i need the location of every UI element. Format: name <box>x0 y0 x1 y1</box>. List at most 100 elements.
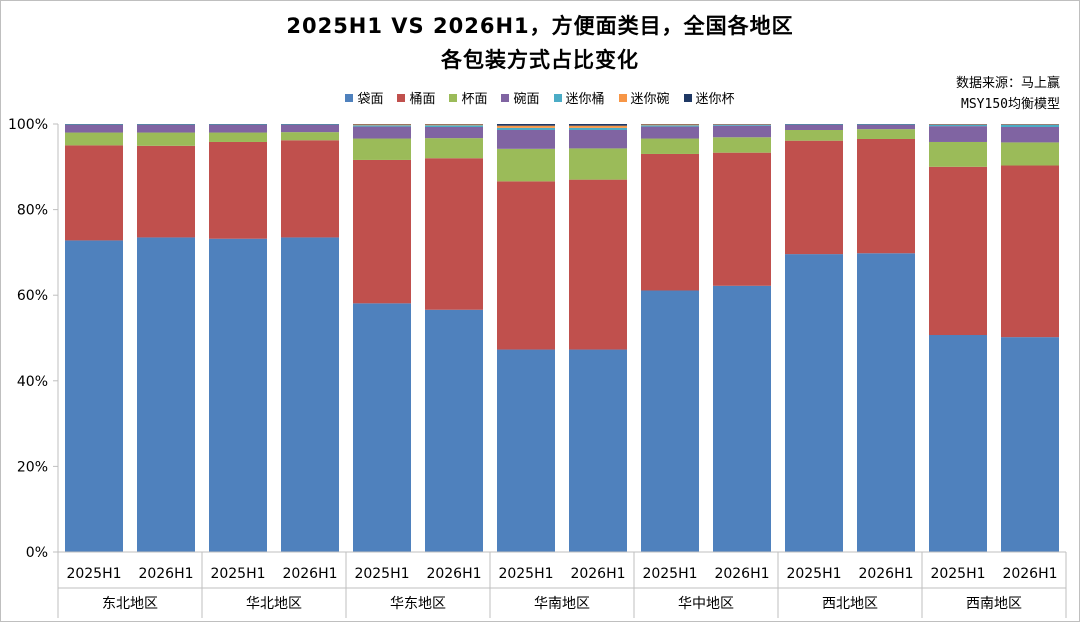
bar-segment <box>713 285 771 552</box>
bar-segment <box>785 129 843 141</box>
legend-label: 迷你碗 <box>630 92 670 107</box>
bar-segment <box>929 126 987 142</box>
bar-segment <box>641 290 699 552</box>
bar-segment <box>353 303 411 552</box>
bar-segment <box>65 124 123 133</box>
x-tick-label: 2025H1 <box>930 566 985 582</box>
x-tick-label: 2025H1 <box>210 566 265 582</box>
legend-swatch <box>618 93 627 102</box>
region-label: 西北地区 <box>822 596 878 612</box>
bar-segment <box>1001 165 1059 338</box>
x-tick-label: 2026H1 <box>714 566 769 582</box>
bar-segment <box>929 141 987 167</box>
bar-segment <box>281 132 339 141</box>
legend-swatch <box>683 93 692 102</box>
x-tick-label: 2026H1 <box>426 566 481 582</box>
bar-segment <box>1001 126 1059 143</box>
x-tick-label: 2026H1 <box>858 566 913 582</box>
bar-segment <box>857 129 915 139</box>
region-label: 东北地区 <box>102 596 158 612</box>
bar-segment <box>137 237 195 553</box>
bar-segment <box>209 132 267 142</box>
legend-label: 杯面 <box>461 92 488 107</box>
legend-item: 袋面 <box>345 88 383 107</box>
bar-segment <box>641 125 699 127</box>
legend-label: 碗面 <box>513 92 540 107</box>
region-label: 西南地区 <box>966 596 1022 612</box>
bar-segment <box>137 145 195 238</box>
bar-segment <box>1001 124 1059 127</box>
bar-segment <box>785 254 843 552</box>
bar-segment <box>569 125 627 128</box>
y-tick-label: 80% <box>17 203 48 219</box>
bar-segment <box>929 124 987 127</box>
bar-segment <box>209 141 267 239</box>
bar-segment <box>857 138 915 254</box>
bar-segment <box>641 138 699 154</box>
bar-segment <box>353 126 411 139</box>
bar-segment <box>785 140 843 255</box>
bar-segment <box>353 138 411 160</box>
bar-segment <box>569 124 627 126</box>
bar-segment <box>425 125 483 127</box>
region-label: 华南地区 <box>534 596 590 612</box>
bar-segment <box>641 124 699 126</box>
bar-segment <box>209 124 267 133</box>
bar-segment <box>281 237 339 553</box>
bar-segment <box>1001 142 1059 166</box>
region-label: 华东地区 <box>390 596 446 612</box>
bar-segment <box>281 140 339 238</box>
bar-segment <box>713 152 771 286</box>
data-model-label: MSY150均衡模型 <box>961 97 1060 112</box>
legend-label: 迷你杯 <box>695 92 735 107</box>
bar-segment <box>209 238 267 553</box>
bar-segment <box>281 124 339 133</box>
y-tick-label: 0% <box>26 545 48 561</box>
bar-segment <box>641 153 699 291</box>
legend-label: 袋面 <box>357 92 384 107</box>
bar-segment <box>65 132 123 146</box>
data-source-label: 数据来源：马上赢 <box>955 76 1060 91</box>
legend-swatch <box>345 93 354 102</box>
bar-segment <box>569 127 627 130</box>
bar-segment <box>497 129 555 149</box>
x-tick-label: 2025H1 <box>354 566 409 582</box>
legend-swatch <box>449 93 458 102</box>
bar-segment <box>353 125 411 127</box>
bar-segment <box>137 124 195 133</box>
bar-segment <box>857 253 915 553</box>
bar-segment <box>497 124 555 126</box>
bar-segment <box>425 309 483 552</box>
bar-segment <box>569 349 627 552</box>
bar-segment <box>353 159 411 304</box>
bar-segment <box>641 126 699 139</box>
bar-segment <box>929 335 987 552</box>
legend-label: 迷你桶 <box>565 92 605 107</box>
bar-segment <box>569 129 627 149</box>
bar-segment <box>1001 337 1059 552</box>
chart-title-line2: 各包装方式占比变化 <box>441 48 639 72</box>
bar-segment <box>713 125 771 138</box>
bar-segment <box>857 124 915 130</box>
bar-segment <box>425 158 483 310</box>
legend-label: 桶面 <box>409 92 436 107</box>
x-tick-label: 2026H1 <box>138 566 193 582</box>
bar-segment <box>425 124 483 126</box>
legend-item: 桶面 <box>397 88 435 107</box>
bar-segment <box>713 124 771 126</box>
y-tick-label: 20% <box>17 459 48 475</box>
legend-item: 迷你碗 <box>618 88 670 107</box>
bar-segment <box>137 132 195 146</box>
chart-title-line1: 2025H1 VS 2026H1，方便面类目，全国各地区 <box>286 14 794 38</box>
bar-segment <box>65 145 123 241</box>
bar-segment <box>713 137 771 153</box>
bar-segment <box>497 127 555 130</box>
x-tick-label: 2026H1 <box>570 566 625 582</box>
bar-segment <box>425 138 483 159</box>
bar-segment <box>497 181 555 350</box>
x-tick-label: 2026H1 <box>1002 566 1057 582</box>
x-tick-label: 2026H1 <box>282 566 337 582</box>
legend-swatch <box>501 93 510 102</box>
bar-segment <box>569 179 627 350</box>
